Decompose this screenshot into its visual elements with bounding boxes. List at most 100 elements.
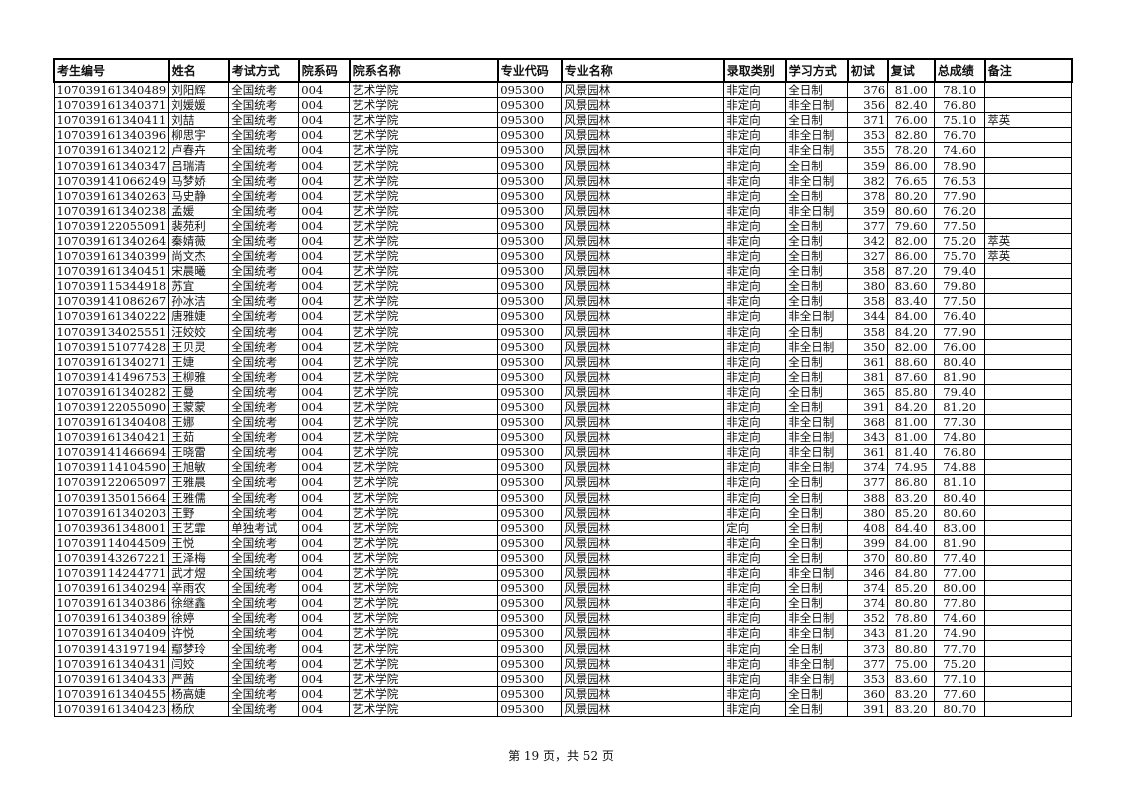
header-retest-score: 复试 xyxy=(886,58,936,83)
cell-total-score: 79.40 xyxy=(934,263,986,280)
cell-dept-name: 艺术学院 xyxy=(349,610,499,627)
cell-dept-code: 004 xyxy=(298,353,351,370)
cell-exam-type: 全国统考 xyxy=(228,429,300,446)
cell-dept-code: 004 xyxy=(298,549,351,567)
cell-prelim-score: 361 xyxy=(847,444,889,461)
cell-retest-score: 80.60 xyxy=(887,202,936,219)
cell-major-code: 095300 xyxy=(497,263,563,280)
cell-major-code: 095300 xyxy=(497,338,563,355)
cell-prelim-score: 360 xyxy=(847,685,889,702)
cell-dept-code: 004 xyxy=(298,293,351,310)
cell-dept-code: 004 xyxy=(298,625,351,642)
cell-major-name: 风景园林 xyxy=(561,700,725,717)
cell-remark xyxy=(984,398,1073,416)
cell-candidate-id: 107039161340409 xyxy=(53,625,170,642)
cell-exam-type: 全国统考 xyxy=(228,459,300,476)
cell-major-code: 095300 xyxy=(497,278,563,295)
cell-retest-score: 86.00 xyxy=(887,157,936,174)
cell-major-name: 风景园林 xyxy=(561,338,725,355)
table-row: 107039122055091 裴苑利 全国统考 004 艺术学院 095300 风景园林非… xyxy=(53,217,1073,234)
cell-dept-name: 艺术学院 xyxy=(349,368,499,385)
table-row: 107039161340347 吕瑞清 全国统考 004 艺术学院 095300 风景园林非… xyxy=(53,157,1073,174)
cell-dept-code: 004 xyxy=(298,383,351,400)
cell-prelim-score: 371 xyxy=(847,112,889,129)
cell-exam-type: 全国统考 xyxy=(228,595,300,612)
cell-admission-type: 非定向 xyxy=(723,368,787,385)
cell-remark xyxy=(984,564,1073,582)
cell-remark xyxy=(984,670,1073,687)
table-row: 107039114244771 武才煜 全国统考 004 艺术学院 095300 风景园林非… xyxy=(53,564,1073,582)
header-remark: 备注 xyxy=(983,58,1073,83)
table-row: 107039151077428 王贝灵 全国统考 004 艺术学院 095300 风景园林非… xyxy=(53,338,1073,355)
cell-major-code: 095300 xyxy=(497,444,563,461)
cell-dept-name: 艺术学院 xyxy=(349,429,499,446)
cell-major-code: 095300 xyxy=(497,489,563,506)
table-row: 107039161340371 刘媛媛 全国统考 004 艺术学院 095300 风景园林非… xyxy=(53,97,1073,114)
cell-retest-score: 87.60 xyxy=(887,368,936,385)
cell-name: 马梦娇 xyxy=(168,172,230,189)
table-row: 107039161340431 闫姣 全国统考 004 艺术学院 095300 风景园林 非定… xyxy=(53,655,1073,672)
cell-admission-type: 非定向 xyxy=(723,293,787,310)
cell-dept-name: 艺术学院 xyxy=(349,580,499,597)
cell-retest-score: 85.20 xyxy=(887,580,936,597)
cell-prelim-score: 381 xyxy=(847,368,889,385)
cell-prelim-score: 327 xyxy=(847,248,889,265)
cell-total-score: 76.53 xyxy=(934,172,986,189)
cell-name: 尚文杰 xyxy=(168,248,230,265)
cell-admission-type: 非定向 xyxy=(723,534,787,551)
cell-candidate-id: 107039115344918 xyxy=(53,278,170,295)
cell-admission-type: 非定向 xyxy=(723,444,787,461)
cell-prelim-score: 377 xyxy=(847,474,889,491)
cell-exam-type: 全国统考 xyxy=(228,157,300,174)
header-total-score: 总成绩 xyxy=(933,58,986,83)
cell-dept-name: 艺术学院 xyxy=(349,338,499,355)
cell-candidate-id: 107039161340423 xyxy=(53,700,170,717)
cell-dept-name: 艺术学院 xyxy=(349,263,499,280)
cell-prelim-score: 382 xyxy=(847,172,889,189)
cell-dept-code: 004 xyxy=(298,519,351,536)
cell-exam-type: 全国统考 xyxy=(228,232,300,250)
cell-dept-name: 艺术学院 xyxy=(349,700,499,717)
cell-name: 武才煜 xyxy=(168,564,230,582)
cell-total-score: 79.80 xyxy=(934,278,986,295)
cell-admission-type: 非定向 xyxy=(723,187,787,204)
table-body: 107039161340489 刘阳辉 全国统考 004 艺术学院 095300 风景园林非… xyxy=(53,81,1073,717)
cell-exam-type: 全国统考 xyxy=(228,700,300,717)
cell-major-code: 095300 xyxy=(497,519,563,536)
cell-admission-type: 定向 xyxy=(723,519,787,536)
cell-prelim-score: 361 xyxy=(847,353,889,370)
cell-major-code: 095300 xyxy=(497,112,563,129)
cell-total-score: 83.00 xyxy=(934,519,986,536)
cell-admission-type: 非定向 xyxy=(723,580,787,597)
cell-total-score: 79.40 xyxy=(934,383,986,400)
cell-study-mode: 全日制 xyxy=(785,474,849,491)
cell-study-mode: 全日制 xyxy=(785,534,849,551)
cell-retest-score: 79.60 xyxy=(887,217,936,234)
cell-retest-score: 84.00 xyxy=(887,308,936,325)
cell-dept-name: 艺术学院 xyxy=(349,353,499,370)
cell-admission-type: 非定向 xyxy=(723,489,787,506)
cell-total-score: 74.80 xyxy=(934,429,986,446)
cell-dept-code: 004 xyxy=(298,610,351,627)
cell-dept-code: 004 xyxy=(298,97,351,114)
cell-prelim-score: 378 xyxy=(847,187,889,204)
table-row: 107039161340264 秦婧薇 全国统考 004 艺术学院 095300 风景园林非… xyxy=(53,232,1073,250)
cell-dept-code: 004 xyxy=(298,157,351,174)
cell-retest-score: 78.80 xyxy=(887,610,936,627)
cell-candidate-id: 107039161340222 xyxy=(53,308,170,325)
cell-prelim-score: 368 xyxy=(847,414,889,431)
cell-total-score: 75.20 xyxy=(934,232,986,250)
cell-dept-name: 艺术学院 xyxy=(349,232,499,250)
cell-study-mode: 全日制 xyxy=(785,112,849,129)
cell-remark xyxy=(984,459,1073,476)
cell-prelim-score: 391 xyxy=(847,398,889,416)
cell-major-code: 095300 xyxy=(497,504,563,521)
cell-retest-score: 81.20 xyxy=(887,625,936,642)
cell-prelim-score: 344 xyxy=(847,308,889,325)
cell-prelim-score: 408 xyxy=(847,519,889,536)
cell-prelim-score: 358 xyxy=(847,263,889,280)
cell-dept-name: 艺术学院 xyxy=(349,595,499,612)
table-row: 107039143197194 鄢梦玲 全国统考 004 艺术学院 095300 风景园林非… xyxy=(53,640,1073,657)
cell-name: 许悦 xyxy=(168,625,230,642)
table-row: 107039122055090 王蒙蒙 全国统考 004 艺术学院 095300 风景园林非… xyxy=(53,398,1073,416)
